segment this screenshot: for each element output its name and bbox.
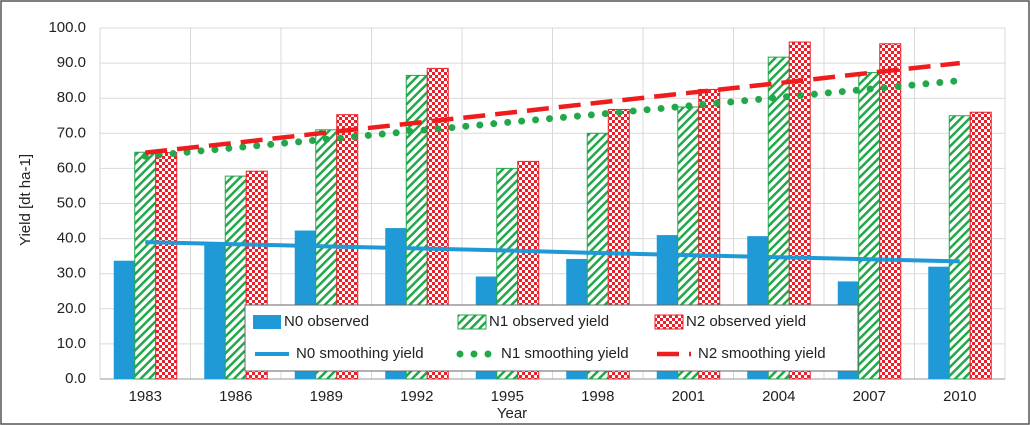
- legend-label: N0 observed: [284, 313, 369, 330]
- bar: [788, 41, 811, 380]
- x-tick-label: 1986: [219, 388, 252, 405]
- y-tick-label: 0.0: [65, 370, 86, 387]
- y-axis-title: Yield [dt ha-1]: [17, 154, 34, 246]
- bar: [134, 151, 157, 380]
- bar: [948, 115, 971, 380]
- legend-box: [244, 304, 859, 372]
- legend-label: N2 smoothing yield: [698, 345, 826, 362]
- bar: [224, 175, 247, 380]
- trend-line: [145, 60, 960, 155]
- x-tick-label: 1989: [310, 388, 343, 405]
- trend-line: [141, 77, 964, 160]
- x-tick-label: 1998: [581, 388, 614, 405]
- y-tick-label: 10.0: [57, 335, 86, 352]
- bar: [879, 43, 902, 380]
- legend-label: N1 observed yield: [489, 313, 609, 330]
- bar: [928, 266, 950, 379]
- x-tick-label: 2004: [762, 388, 795, 405]
- y-tick-label: 70.0: [57, 124, 86, 141]
- legend-label: N2 observed yield: [686, 313, 806, 330]
- x-tick-label: 2001: [672, 388, 705, 405]
- bar: [969, 111, 992, 380]
- y-tick-label: 90.0: [57, 54, 86, 71]
- legend-swatch: [654, 314, 684, 330]
- bar: [426, 67, 449, 380]
- bar: [155, 152, 178, 380]
- y-tick-label: 100.0: [48, 19, 86, 36]
- bar: [113, 260, 135, 379]
- legend-label: N0 smoothing yield: [296, 345, 424, 362]
- x-tick-label: 1995: [491, 388, 524, 405]
- legend-label: N1 smoothing yield: [501, 345, 629, 362]
- x-axis-title: Year: [497, 405, 527, 422]
- y-tick-label: 20.0: [57, 300, 86, 317]
- y-tick-label: 30.0: [57, 265, 86, 282]
- y-tick-label: 60.0: [57, 159, 86, 176]
- bar: [204, 242, 226, 379]
- x-tick-label: 1992: [400, 388, 433, 405]
- y-tick-label: 40.0: [57, 230, 86, 247]
- legend-swatch: [253, 315, 281, 329]
- bar: [858, 72, 881, 380]
- legend-swatch: [457, 314, 487, 330]
- y-tick-label: 50.0: [57, 194, 86, 211]
- x-tick-label: 2007: [853, 388, 886, 405]
- trend-line: [145, 240, 960, 264]
- y-tick-label: 80.0: [57, 89, 86, 106]
- x-tick-label: 1983: [129, 388, 162, 405]
- x-tick-label: 2010: [943, 388, 976, 405]
